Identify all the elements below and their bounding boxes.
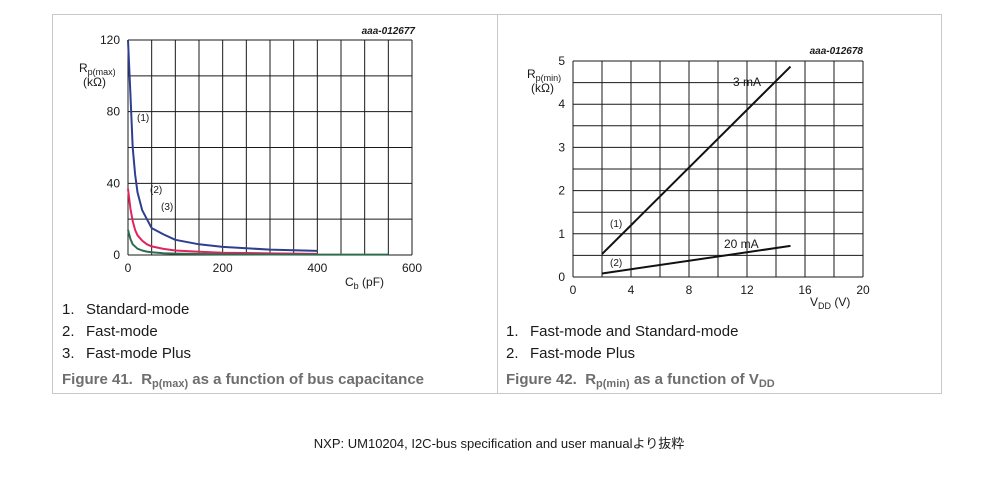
series-line bbox=[127, 39, 318, 252]
series-line bbox=[601, 244, 791, 275]
series-annotation: 3 mA bbox=[733, 75, 761, 89]
tick-labels: 0 200 400 600 0 40 80 120 bbox=[100, 33, 422, 275]
series-lines bbox=[601, 65, 792, 275]
caption-fig41: Figure 41. Rp(max) as a function of bus … bbox=[62, 371, 425, 390]
series-lines bbox=[127, 39, 389, 256]
legend-item-standard-mode: 1. Standard-mode bbox=[62, 301, 190, 318]
x-tick-label: 20 bbox=[856, 283, 870, 297]
series-label: (2) bbox=[150, 185, 162, 196]
y-axis-label: Rp(max) bbox=[79, 61, 116, 77]
y-tick-label: 120 bbox=[100, 33, 120, 47]
y-tick-label: 0 bbox=[558, 270, 565, 284]
series-label: (3) bbox=[161, 202, 173, 213]
grid-lines bbox=[127, 39, 413, 256]
series-label: (1) bbox=[137, 113, 149, 124]
x-tick-label: 8 bbox=[686, 283, 693, 297]
series-annotation: 20 mA bbox=[724, 237, 759, 251]
source-note: NXP: UM10204, I2C-bus specification and … bbox=[313, 436, 685, 451]
legend-item-fast-mode: 2. Fast-mode bbox=[62, 323, 158, 340]
y-tick-label: 1 bbox=[558, 227, 565, 241]
legend-fig42: 1. Fast-mode and Standard-mode 2. Fast-mod… bbox=[506, 321, 738, 365]
x-axis-label: Cb (pF) bbox=[345, 275, 384, 291]
caption-fig42: Figure 42. Rp(min) as a function of VDD bbox=[506, 371, 775, 390]
series-label: (2) bbox=[610, 258, 622, 269]
axis-labels: (1) 3 mA (2) 20 mA aaa-012678 Rp(min)(kΩ) VDD … bbox=[527, 46, 863, 311]
x-tick-label: 4 bbox=[628, 283, 635, 297]
series-line bbox=[601, 65, 792, 255]
axis-labels: (1) (2) (3) aaa-012677 Rp(max)(kΩ) Cb (pF) bbox=[79, 26, 415, 291]
series-label: (1) bbox=[610, 219, 622, 230]
y-axis-unit: (kΩ) bbox=[531, 81, 554, 95]
x-tick-label: 400 bbox=[307, 261, 327, 275]
y-axis-label: Rp(min) bbox=[527, 67, 561, 83]
x-tick-label: 0 bbox=[570, 283, 577, 297]
figure-code: aaa-012677 bbox=[362, 26, 416, 37]
y-axis-unit: (kΩ) bbox=[83, 75, 106, 89]
y-tick-label: 0 bbox=[113, 248, 120, 262]
legend-fig41: 1. Standard-mode 2. Fast-mode 3. Fast-mode … bbox=[62, 299, 191, 365]
legend-item-fast-mode-plus: 2. Fast-mode Plus bbox=[506, 345, 636, 362]
legend-item-fast-mode-plus: 3. Fast-mode Plus bbox=[62, 345, 192, 362]
y-tick-label: 2 bbox=[558, 184, 565, 198]
y-tick-label: 4 bbox=[558, 97, 565, 111]
x-tick-label: 16 bbox=[798, 283, 812, 297]
y-tick-label: 80 bbox=[107, 105, 121, 119]
x-tick-label: 600 bbox=[402, 261, 422, 275]
y-tick-label: 3 bbox=[558, 140, 565, 154]
grid-lines bbox=[572, 60, 864, 278]
y-tick-label: 5 bbox=[558, 54, 565, 68]
series-line bbox=[127, 188, 318, 255]
figure-code: aaa-012678 bbox=[810, 46, 864, 57]
x-tick-label: 12 bbox=[740, 283, 754, 297]
legend-item-fast-and-standard-mode: 1. Fast-mode and Standard-mode bbox=[506, 323, 739, 340]
x-tick-label: 0 bbox=[125, 261, 132, 275]
x-axis-label: VDD (V) bbox=[810, 295, 850, 311]
series-line bbox=[127, 229, 389, 256]
x-tick-label: 200 bbox=[213, 261, 233, 275]
figure-divider bbox=[497, 14, 498, 394]
y-tick-label: 40 bbox=[107, 176, 121, 190]
